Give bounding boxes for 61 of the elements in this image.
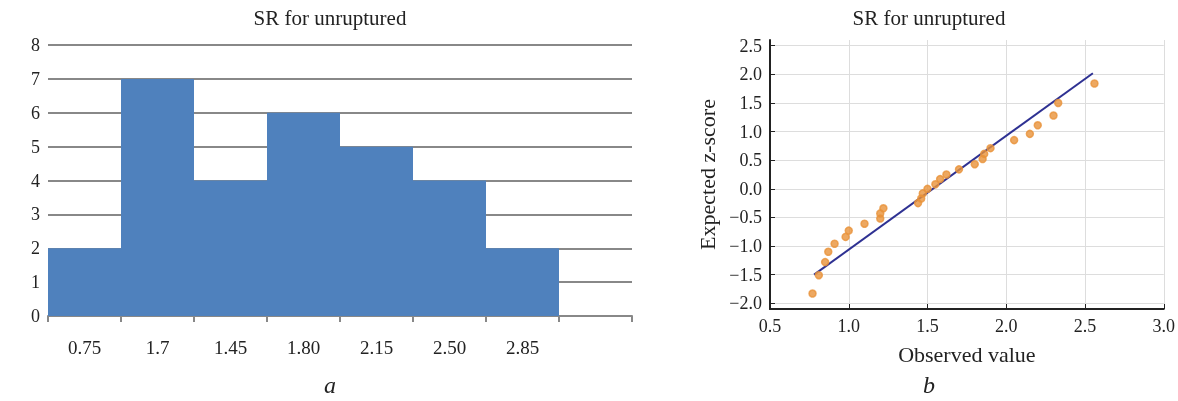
- point: [931, 179, 940, 189]
- y-tick-label: 1.5: [739, 92, 762, 113]
- y-tick-label: 5: [31, 136, 40, 157]
- y-tick-label: −1.5: [729, 264, 762, 285]
- x-tick-label: 3.0: [1152, 316, 1175, 336]
- point: [942, 170, 951, 179]
- point: [923, 184, 932, 194]
- point: [1090, 79, 1099, 88]
- point: [879, 204, 888, 213]
- point: [1025, 129, 1035, 139]
- y-tick-label: 2: [31, 238, 40, 259]
- y-axis-title: Expected z-score: [694, 99, 720, 250]
- point: [814, 270, 824, 280]
- y-tick-label: 1.0: [739, 121, 762, 142]
- y-tick-label: 3: [31, 204, 40, 225]
- x-tick-label: 1.7: [145, 337, 170, 358]
- point: [986, 143, 995, 153]
- point: [808, 289, 817, 298]
- point: [1053, 98, 1063, 108]
- y-tick-label: −1.0: [729, 236, 762, 257]
- x-tick-label: 0.75: [67, 337, 102, 358]
- y-tick-label: −2.0: [729, 293, 762, 314]
- x-axis-title: Observed value: [898, 341, 1036, 367]
- y-tick-label: 4: [31, 170, 40, 191]
- chart-title: SR for unruptured: [253, 5, 407, 30]
- y-tick-label: 0.5: [739, 150, 762, 171]
- y-tick-label: 6: [31, 102, 40, 123]
- point: [824, 247, 833, 257]
- point: [820, 257, 830, 267]
- x-tick-label: 1.5: [916, 316, 939, 336]
- x-tick-label: 2.5: [1073, 316, 1097, 336]
- x-tick-label: 1.80: [286, 337, 321, 358]
- y-tick-label: 0: [31, 306, 40, 326]
- x-tick-label: 0.5: [758, 316, 782, 336]
- point: [844, 226, 853, 235]
- point: [1033, 121, 1042, 130]
- point: [860, 219, 869, 228]
- point: [935, 174, 945, 184]
- y-tick-label: 0.0: [739, 178, 762, 199]
- text: b: [923, 372, 935, 398]
- y-tick-label: 2.0: [739, 64, 762, 85]
- point: [841, 232, 850, 242]
- x-tick-label: 2.50: [432, 337, 467, 358]
- y-tick-label: 8: [31, 35, 40, 55]
- text: a: [324, 372, 336, 398]
- point: [979, 149, 989, 159]
- point: [830, 239, 839, 248]
- x-tick-label: 2.15: [359, 337, 394, 358]
- point: [1009, 135, 1019, 145]
- y-tick-label: 7: [31, 68, 40, 89]
- x-tick-label: 2.85: [505, 337, 540, 358]
- x-tick-label: 1.0: [837, 316, 860, 336]
- point: [954, 165, 964, 174]
- y-tick-label: 2.5: [739, 35, 762, 56]
- y-tick-label: −0.5: [729, 207, 762, 228]
- y-tick-label: 1: [31, 272, 40, 293]
- point: [970, 159, 979, 169]
- point: [1049, 111, 1058, 120]
- chart-title: SR for unruptured: [852, 5, 1006, 30]
- x-tick-label: 1.45: [213, 337, 248, 358]
- x-tick-label: 2.0: [995, 316, 1018, 336]
